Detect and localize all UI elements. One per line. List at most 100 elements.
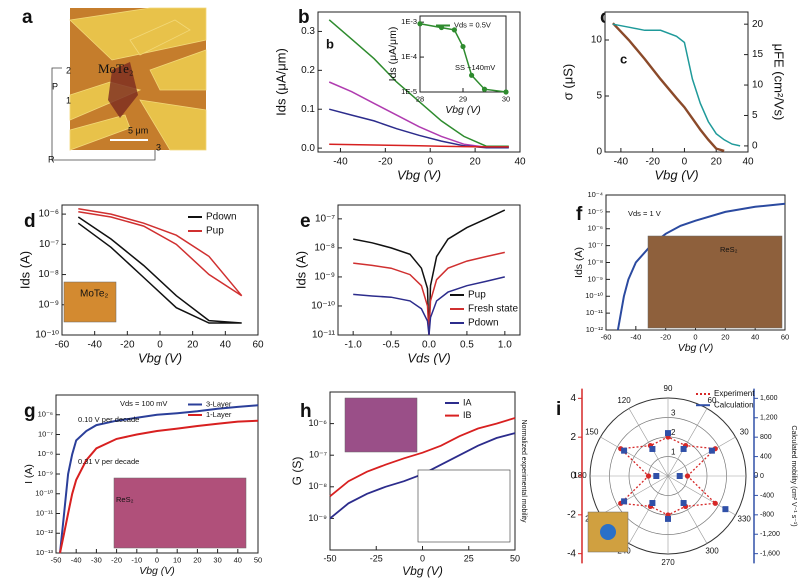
y-tick-label: 1E-5 [401, 87, 417, 96]
x-axis-label: Vbg (V) [139, 565, 175, 577]
y-tick-label: 10⁻⁹ [308, 513, 327, 523]
point [653, 473, 660, 479]
point [708, 447, 715, 454]
x-tick-label: 40 [220, 340, 232, 351]
series-line [353, 276, 505, 336]
y2-tick-label: -1,600 [760, 550, 780, 557]
image-label: 1 [66, 95, 71, 105]
y2-tick-label: 20 [752, 19, 764, 30]
x-tick-label: 25 [464, 553, 474, 563]
y-tick-label: 10⁻⁶ [309, 418, 328, 428]
point [469, 72, 475, 78]
polar-spoke [667, 436, 736, 477]
point [680, 445, 687, 452]
y2-axis-label: Normalized experimental mobility [520, 419, 527, 523]
legend-label: Vds = 0.5V [454, 20, 491, 29]
inset-dot [600, 524, 616, 540]
legend-label: IB [463, 410, 472, 420]
point [680, 500, 687, 507]
inset-photo [344, 397, 418, 453]
y-tick-label: 10⁻⁹ [37, 469, 53, 478]
electrode [149, 49, 207, 91]
y2-tick-label: 1,600 [760, 395, 778, 402]
annotation: Vds = 1 V [628, 209, 661, 218]
image-label: 3 [156, 142, 161, 152]
y-tick-label: 10⁻⁸ [38, 449, 53, 458]
theta-tick-label: 30 [740, 428, 749, 437]
x-axis-label: Vbg (V) [654, 167, 698, 182]
series-line [78, 208, 243, 297]
polar-spoke [667, 475, 708, 544]
x-tick-label: 0.0 [422, 340, 436, 351]
y-tick-label: 10⁻⁷ [315, 213, 335, 224]
panel-letter: f [576, 204, 583, 225]
x-tick-label: -20 [111, 555, 122, 564]
y-tick-label: 0.3 [301, 26, 315, 37]
point [460, 43, 466, 50]
legend-label: Pdown [468, 318, 499, 329]
y2-tick-label: 5 [752, 110, 758, 121]
x-tick-label: -40 [630, 332, 641, 341]
x-tick-label: 30 [502, 94, 510, 103]
y-tick-label: 10⁻¹¹ [312, 330, 336, 341]
y-axis-label: Ids (A) [573, 247, 585, 278]
annotation: 0.31 V per decade [78, 457, 139, 466]
series-line [59, 419, 259, 554]
x-tick-label: -40 [87, 340, 102, 351]
x-axis-label: Vbg (V) [138, 350, 182, 365]
y-axis-label: Ids (A) [293, 251, 308, 289]
x-tick-label: 60 [252, 340, 264, 351]
theta-tick-label: 330 [738, 515, 752, 524]
point [722, 506, 729, 513]
point [621, 498, 628, 505]
x-tick-label: -20 [378, 157, 393, 168]
x-tick-label: -20 [660, 332, 671, 341]
x-tick-label: 10 [173, 555, 181, 564]
point [649, 445, 656, 452]
panel-letter: e [300, 211, 311, 232]
x-tick-label: 40 [742, 157, 754, 168]
inset-photo [63, 281, 117, 323]
inset-frame [417, 469, 511, 543]
x-tick-label: 40 [751, 332, 759, 341]
series-line [329, 417, 516, 497]
y-tick-label: 10⁻⁸ [308, 481, 327, 491]
series-line [59, 404, 259, 554]
legend-label: IA [463, 397, 472, 407]
theta-tick-label: 300 [705, 546, 719, 555]
panel-letter: a [22, 7, 33, 28]
x-tick-label: 29 [459, 94, 467, 103]
annotation: ReS₂ [116, 495, 134, 504]
annotation: Vds = 100 mV [120, 399, 167, 408]
x-tick-label: 0 [157, 340, 163, 351]
point [665, 430, 671, 437]
series-line [612, 23, 741, 147]
point [676, 473, 683, 479]
bracket [51, 67, 156, 161]
panel-letter: d [24, 211, 36, 232]
x-tick-label: -40 [333, 157, 348, 168]
x-tick-label: 50 [254, 555, 262, 564]
y-tick-label: 10⁻¹⁰ [35, 489, 53, 498]
point [481, 86, 488, 92]
y-tick-label: 10⁻⁶ [38, 410, 53, 419]
x-tick-label: -40 [71, 555, 82, 564]
y-tick-label: 10⁻⁷ [588, 241, 603, 250]
point [621, 447, 628, 454]
legend-label: Calculation [714, 400, 754, 409]
point [503, 89, 509, 95]
y-tick-label: 10⁻¹⁰ [35, 330, 59, 341]
x-tick-label: 20 [470, 157, 482, 168]
x-tick-label: -20 [120, 340, 135, 351]
y-axis-label: σ (μS) [560, 64, 575, 100]
point [645, 473, 652, 479]
y-tick-label: 10⁻¹³ [36, 548, 54, 557]
y2-tick-label: 0 [760, 473, 764, 480]
x-tick-label: 20 [711, 157, 723, 168]
series-line [616, 202, 786, 331]
panel-letter: h [300, 401, 312, 422]
point [417, 21, 423, 27]
polar-spoke [628, 408, 669, 477]
y-tick-label: 10⁻⁸ [314, 243, 335, 254]
legend-label: 1-Layer [206, 410, 232, 419]
